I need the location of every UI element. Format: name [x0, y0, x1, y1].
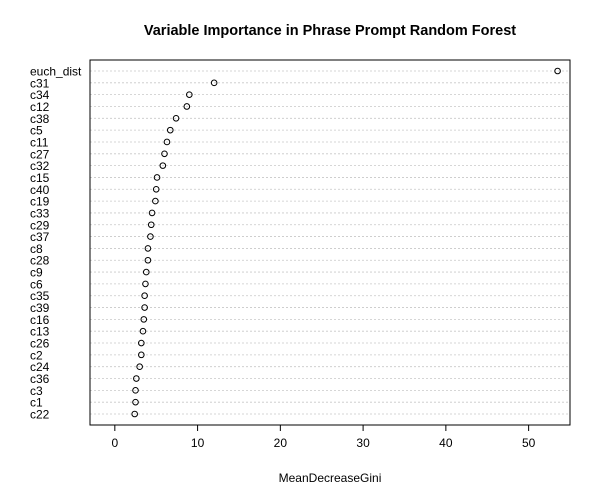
data-point: [132, 387, 139, 394]
variable-label: c32: [30, 159, 50, 173]
variable-label: c6: [30, 277, 43, 291]
x-tick-label: 20: [274, 436, 288, 450]
variable-label: c29: [30, 218, 50, 232]
data-point: [161, 150, 168, 158]
data-point: [147, 233, 154, 240]
data-point: [147, 221, 155, 229]
x-tick-label: 0: [111, 436, 118, 450]
plot-frame: [89, 59, 571, 426]
variable-label: c3: [30, 384, 43, 398]
data-point: [136, 363, 143, 370]
x-tick-label: 30: [356, 436, 370, 450]
data-point: [138, 339, 145, 347]
variable-label: c34: [30, 88, 50, 102]
data-point: [139, 327, 147, 335]
data-point: [138, 351, 145, 359]
variable-label: c2: [30, 348, 43, 362]
data-point: [144, 256, 152, 264]
variable-label: c26: [30, 337, 50, 351]
variable-label: c31: [30, 76, 50, 90]
variable-label: c33: [30, 206, 50, 220]
variable-label: euch_dist: [30, 65, 82, 79]
variable-label: c22: [30, 408, 50, 422]
data-point: [153, 174, 161, 181]
data-point: [144, 245, 152, 252]
data-point: [142, 268, 150, 276]
variable-label: c38: [30, 112, 50, 126]
data-point: [141, 304, 148, 311]
data-point: [186, 91, 193, 98]
variable-label: c15: [30, 171, 50, 185]
variable-label: c19: [30, 195, 50, 209]
data-point: [159, 162, 167, 169]
data-point: [148, 209, 156, 217]
data-point: [210, 79, 218, 87]
data-point: [172, 115, 180, 122]
data-point: [142, 280, 149, 288]
data-point: [183, 103, 191, 110]
variable-label: c13: [30, 325, 50, 339]
data-point: [141, 292, 148, 300]
variable-label: c1: [30, 396, 43, 410]
variable-label: c24: [30, 360, 50, 374]
chart-title: Variable Importance in Phrase Prompt Ran…: [144, 23, 516, 39]
data-point: [554, 67, 561, 75]
variable-label: c36: [30, 372, 50, 386]
variable-label: c35: [30, 289, 50, 303]
variable-label: c8: [30, 242, 43, 256]
x-tick-label: 50: [522, 436, 536, 450]
variable-label: c28: [30, 254, 50, 268]
variable-label: c9: [30, 266, 43, 280]
data-point: [152, 197, 159, 205]
data-point: [132, 398, 139, 406]
variable-label: c27: [30, 147, 50, 161]
data-point: [140, 316, 148, 323]
variable-label: c40: [30, 183, 50, 197]
x-tick-label: 40: [439, 436, 453, 450]
variable-label: c5: [30, 124, 43, 138]
data-point: [152, 185, 160, 193]
data-point: [133, 375, 140, 382]
variable-label: c37: [30, 230, 50, 244]
variable-labels: euch_distc31c34c12c38c5c11c27c32c15c40c1…: [30, 65, 82, 422]
x-tick-label: 10: [191, 436, 205, 450]
data-point: [166, 126, 174, 134]
data-points: [131, 67, 561, 418]
x-axis-title: MeanDecreaseGini: [279, 471, 382, 485]
variable-label: c16: [30, 313, 50, 327]
data-point: [163, 138, 171, 146]
variable-label: c11: [30, 135, 49, 149]
variable-label: c12: [30, 100, 50, 114]
x-axis: 0 10 20 30 40 50: [111, 425, 536, 450]
variable-label: c39: [30, 301, 50, 315]
guide-lines: [90, 70, 570, 415]
data-point: [131, 410, 138, 418]
